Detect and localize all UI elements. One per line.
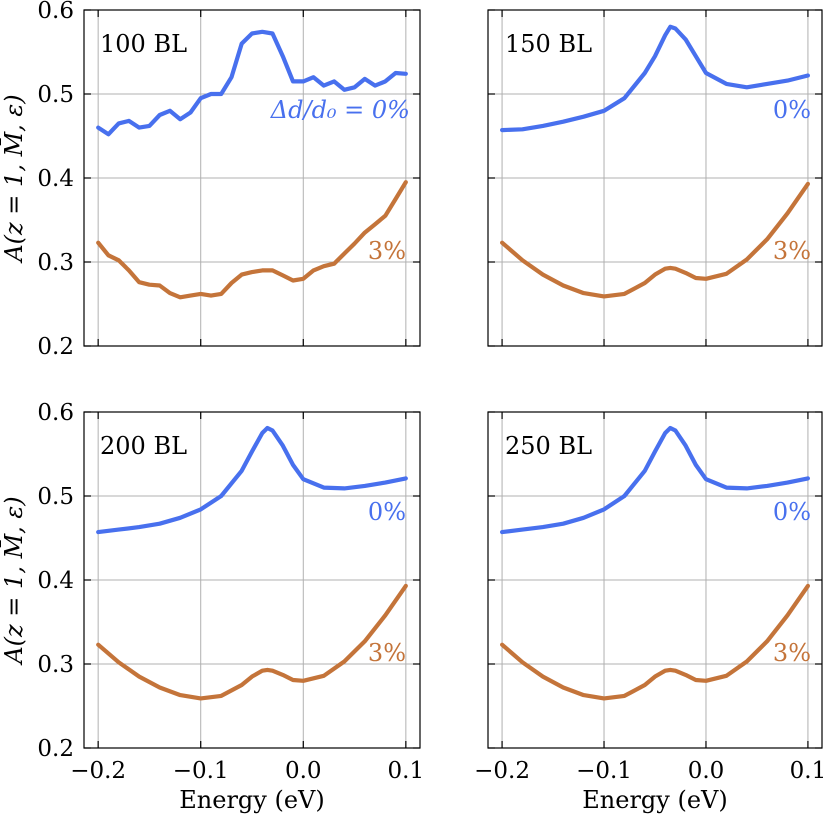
panel-3-xtick-label: 0.1	[388, 758, 425, 784]
panel-4-series-blue-line	[500, 425, 810, 535]
panel-1-ytick-label: 0.2	[37, 334, 74, 360]
panel-2-series-label-blue: 0%	[773, 96, 811, 124]
panel-2-series-label-orange: 3%	[773, 237, 811, 265]
panel-2-series-blue-line	[500, 24, 810, 133]
panel-3-series-orange-line	[96, 583, 408, 701]
panel-4-xtick-label: −0.2	[474, 758, 530, 784]
panel-3-ytick-label: 0.3	[37, 652, 74, 678]
panel-3-series-label-orange: 3%	[368, 639, 406, 667]
panel-1-ytick-label: 0.6	[37, 0, 74, 24]
panel-3-ytick-label: 0.5	[37, 484, 74, 510]
panel-2-axes-frame	[487, 9, 823, 347]
panel-1-series-label-orange: 3%	[368, 237, 406, 265]
panel-4-series-label-blue: 0%	[773, 498, 811, 526]
panel-1-axes-frame	[83, 9, 421, 347]
panel-3-xtick-label: −0.2	[70, 758, 126, 784]
panel-1-ytick-label: 0.3	[37, 250, 74, 276]
panel-1-series-blue-line	[96, 29, 408, 137]
panel-1-ytick-label: 0.4	[37, 166, 74, 192]
panel-2-panel-label: 150 BL	[505, 30, 592, 58]
panel-3-series-blue-line	[96, 425, 408, 535]
panel-3-xtick-label: 0.0	[285, 758, 322, 784]
panel-1-series-orange-line	[96, 180, 408, 300]
panel-4-xtick-label: −0.1	[576, 758, 632, 784]
panel-4-axes-frame	[487, 411, 823, 749]
panel-4-xtick-label: 0.1	[790, 758, 827, 784]
panel-1-ytick-label: 0.5	[37, 82, 74, 108]
panel-1-series-label-blue: Δd/d₀ = 0%	[270, 96, 410, 124]
panel-4-panel-label: 250 BL	[505, 432, 592, 460]
panel-3-ytick-label: 0.4	[37, 568, 74, 594]
panel-3-ytick-label: 0.2	[37, 736, 74, 762]
panel-3-axes-frame	[83, 411, 421, 749]
panel-1-panel-label: 100 BL	[100, 30, 187, 58]
panel-3-ytick-label: 0.6	[37, 400, 74, 426]
panel-4-series-label-orange: 3%	[773, 639, 811, 667]
panel-3-xlabel: Energy (eV)	[179, 786, 324, 814]
panel-2-series-orange-line	[500, 181, 810, 299]
panel-4-xtick-label: 0.0	[688, 758, 725, 784]
panel-1-ylabel: A(z = 1, M̄, ε)	[0, 94, 28, 263]
panel-4-series-orange-line	[500, 583, 810, 701]
panel-3-xtick-label: −0.1	[173, 758, 229, 784]
panel-4-xlabel: Energy (eV)	[582, 786, 727, 814]
panel-3-panel-label: 200 BL	[100, 432, 187, 460]
panel-3-ylabel: A(z = 1, M̄, ε)	[0, 496, 28, 665]
panel-3-series-label-blue: 0%	[368, 498, 406, 526]
